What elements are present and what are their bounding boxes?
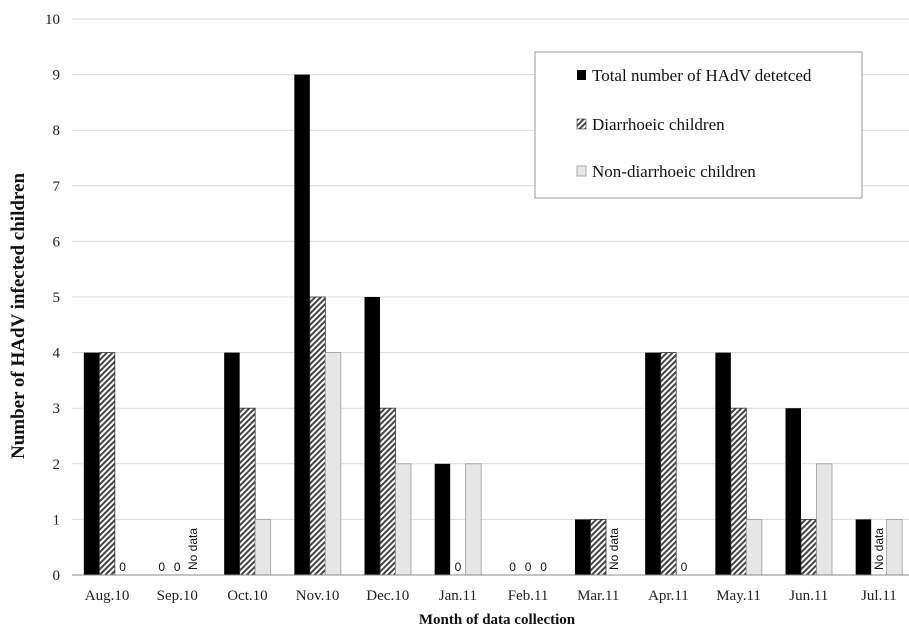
legend: Total number of HAdV detetced Diarrhoeic… [534, 51, 863, 199]
x-tick-label: Mar.11 [577, 588, 619, 604]
zero-value-label: 0 [681, 560, 688, 574]
y-tick-label: 2 [53, 457, 61, 473]
legend-swatch-diarrhoeic [576, 118, 587, 130]
y-tick-label: 3 [53, 401, 61, 417]
x-axis-ticks: Aug.10 Sep.10 Oct.10 Nov.10 Dec.10 Jan.11 Feb.… [85, 588, 897, 604]
x-tick-label: Oct.10 [227, 588, 267, 604]
bar-total [224, 352, 240, 575]
bar-non-diarrhoeic [816, 463, 833, 576]
x-axis-title: Month of data collection [419, 612, 576, 628]
bar-total [715, 352, 731, 575]
legend-label-non-diarrhoeic: Non-diarrhoeic children [592, 162, 756, 181]
y-axis-ticks: 0 1 2 3 4 5 6 7 8 9 10 [45, 12, 61, 584]
bar-total [83, 352, 100, 575]
y-tick-label: 10 [45, 12, 60, 28]
legend-label-total: Total number of HAdV detetced [592, 66, 812, 85]
legend-box [534, 51, 863, 199]
y-tick-label: 6 [53, 234, 61, 250]
y-tick-label: 4 [53, 346, 61, 362]
bar-total [434, 463, 451, 575]
gridlines [72, 18, 909, 520]
bar-non-diarrhoeic [254, 519, 272, 576]
x-tick-label: May.11 [716, 588, 761, 604]
legend-label-diarrhoeic: Diarrhoeic children [592, 115, 725, 134]
y-tick-label: 7 [53, 179, 61, 195]
no-data-label: No data [872, 528, 886, 570]
bars: 0 0 0 No data 0 0 0 0 No data 0 No data [83, 74, 903, 576]
x-tick-label: Jan.11 [439, 588, 477, 604]
x-tick-label: Aug.10 [85, 588, 130, 604]
bar-diarrhoeic [309, 296, 326, 576]
zero-value-label: 0 [525, 560, 532, 574]
bar-total [855, 519, 872, 575]
no-data-label: No data [607, 528, 621, 570]
y-axis-title: Number of HAdV infected children [8, 173, 29, 459]
bar-diarrhoeic [590, 519, 607, 576]
y-tick-label: 5 [53, 290, 61, 306]
zero-value-label: 0 [540, 560, 547, 574]
x-tick-label: Dec.10 [366, 588, 409, 604]
bar-non-diarrhoeic [324, 352, 342, 576]
zero-value-label: 0 [174, 560, 181, 574]
x-tick-label: Jun.11 [789, 588, 828, 604]
zero-value-label: 0 [158, 560, 165, 574]
bar-total [364, 297, 380, 575]
x-tick-label: Feb.11 [508, 588, 549, 604]
bar-diarrhoeic [730, 407, 747, 576]
bar-diarrhoeic [379, 407, 396, 576]
bar-non-diarrhoeic [886, 519, 903, 576]
bar-diarrhoeic [239, 407, 256, 576]
bar-total [575, 519, 591, 575]
bar-total [645, 352, 661, 575]
bar-non-diarrhoeic [395, 463, 412, 576]
y-tick-label: 9 [53, 68, 61, 84]
zero-value-label: 0 [455, 560, 462, 574]
zero-value-label: 0 [119, 560, 126, 574]
zero-value-label: 0 [509, 560, 516, 574]
no-data-label: No data [186, 528, 200, 570]
bar-non-diarrhoeic [465, 463, 482, 576]
bar-diarrhoeic [800, 519, 817, 576]
legend-swatch-non-diarrhoeic [576, 165, 587, 177]
x-tick-label: Nov.10 [296, 588, 340, 604]
bar-non-diarrhoeic [745, 519, 763, 576]
bar-diarrhoeic [98, 352, 116, 576]
bar-total [294, 74, 310, 575]
bar-diarrhoeic [660, 352, 677, 576]
x-tick-label: Jul.11 [861, 588, 897, 604]
x-tick-label: Apr.11 [648, 588, 689, 604]
y-tick-label: 8 [53, 123, 61, 139]
y-tick-label: 0 [53, 568, 61, 584]
legend-swatch-total [577, 70, 586, 80]
x-tick-label: Sep.10 [157, 588, 198, 604]
bar-total [785, 408, 801, 575]
y-tick-label: 1 [53, 512, 61, 528]
